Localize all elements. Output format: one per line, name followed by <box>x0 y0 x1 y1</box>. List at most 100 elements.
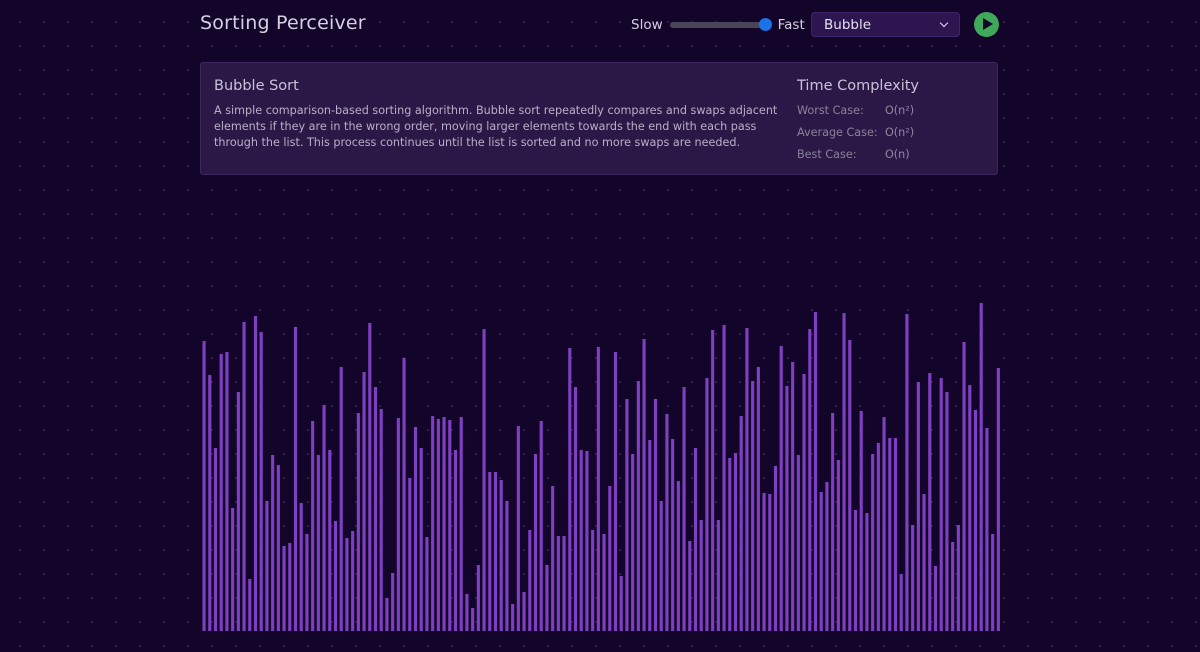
array-bar <box>928 373 932 631</box>
array-bar <box>911 525 915 631</box>
array-bar <box>288 543 292 631</box>
array-bar <box>693 448 698 631</box>
array-bar <box>973 410 978 631</box>
array-bar <box>716 520 720 631</box>
array-bar <box>311 421 315 631</box>
array-bar <box>591 530 595 631</box>
array-bar <box>425 537 429 631</box>
algorithm-select[interactable]: Bubble <box>811 12 960 37</box>
array-bar <box>402 358 406 631</box>
array-bar <box>728 458 732 631</box>
array-bar <box>488 472 492 631</box>
array-bar <box>619 576 623 631</box>
array-bar <box>699 520 703 631</box>
array-bar <box>253 316 258 631</box>
array-bar <box>282 546 286 631</box>
array-bar <box>493 472 498 631</box>
array-bar <box>436 419 440 631</box>
array-bar <box>802 374 806 631</box>
worst-case-row: Worst Case: O(n²) <box>797 104 914 117</box>
array-bar <box>333 521 338 631</box>
array-bar <box>299 503 303 631</box>
array-bar <box>848 340 852 631</box>
array-bar <box>471 608 475 631</box>
array-bar <box>276 465 280 631</box>
speed-fast-label: Fast <box>777 17 805 33</box>
speed-slider-thumb[interactable] <box>758 18 772 31</box>
array-bar <box>533 454 538 631</box>
array-bar <box>391 573 395 631</box>
array-bar-chart <box>202 303 1000 631</box>
array-bar <box>951 542 955 631</box>
array-bar <box>682 387 686 631</box>
array-bar <box>968 385 972 631</box>
array-bar <box>888 438 892 631</box>
array-bar <box>819 492 823 631</box>
array-bar <box>419 448 423 631</box>
array-bar <box>916 382 920 631</box>
array-bar <box>608 486 612 631</box>
array-bar <box>859 411 863 631</box>
array-bar <box>882 417 886 631</box>
array-bar <box>899 574 903 631</box>
array-bar <box>922 494 926 631</box>
best-case-label: Best Case: <box>797 148 857 161</box>
array-bar <box>562 536 566 631</box>
array-bar <box>499 480 503 631</box>
array-bar <box>585 451 589 631</box>
array-bar <box>551 486 555 631</box>
array-bar <box>653 399 658 631</box>
array-bar <box>933 566 938 631</box>
array-bar <box>596 347 600 631</box>
array-bar <box>636 381 640 631</box>
array-bar <box>528 530 532 631</box>
array-bar <box>356 413 360 631</box>
array-bar <box>905 314 909 631</box>
array-bar <box>768 494 772 631</box>
array-bar <box>945 392 949 631</box>
array-bar <box>368 323 372 631</box>
array-bar <box>305 534 309 631</box>
speed-slider-track[interactable] <box>669 22 770 28</box>
array-bar <box>671 439 675 631</box>
array-bar <box>876 443 880 631</box>
array-bar <box>579 450 583 631</box>
array-bar <box>979 303 983 631</box>
array-bar <box>785 386 789 631</box>
array-bar <box>351 531 355 631</box>
array-bar <box>871 454 875 631</box>
array-bar <box>991 534 995 631</box>
array-bar <box>813 312 818 631</box>
array-bar <box>613 352 618 631</box>
array-bar <box>996 368 1000 631</box>
array-bar <box>448 420 452 631</box>
algorithm-info-panel: Bubble Sort A simple comparison-based so… <box>200 62 998 175</box>
array-bar <box>482 329 486 631</box>
array-bar <box>665 414 669 631</box>
array-bar <box>362 372 366 631</box>
play-button[interactable] <box>974 12 999 37</box>
array-bar <box>853 510 858 631</box>
array-bar <box>722 325 726 631</box>
speed-slow-label: Slow <box>631 17 663 33</box>
array-bar <box>739 416 743 631</box>
speed-slider[interactable] <box>669 12 772 38</box>
array-bar <box>659 501 663 631</box>
array-bar <box>745 328 749 631</box>
array-bar <box>831 413 835 631</box>
array-bar <box>956 525 960 631</box>
array-bar <box>219 354 223 631</box>
array-bar <box>459 417 463 631</box>
array-bar <box>242 322 246 631</box>
array-bar <box>756 367 760 631</box>
array-bar <box>631 454 635 631</box>
average-case-row: Average Case: O(n²) <box>797 126 914 139</box>
algorithm-description: A simple comparison-based sorting algori… <box>214 104 778 149</box>
array-bar <box>236 392 240 631</box>
chevron-down-icon <box>939 18 949 28</box>
app-title: Sorting Perceiver <box>200 12 366 34</box>
array-bar <box>556 536 560 631</box>
array-bar <box>379 409 383 631</box>
array-bar <box>648 440 652 631</box>
best-case-value: O(n) <box>885 148 910 161</box>
